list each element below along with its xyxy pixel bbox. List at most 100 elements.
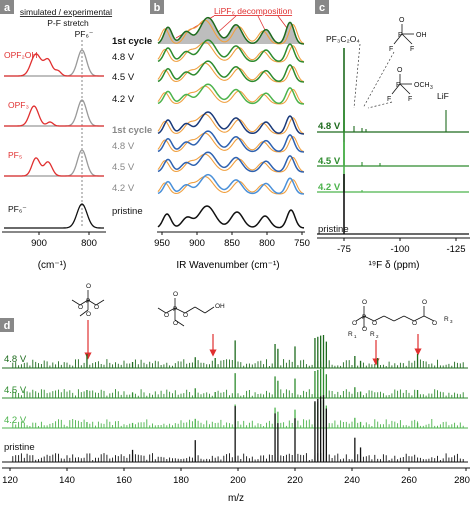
svg-text:P: P bbox=[86, 298, 90, 305]
panel-b-trace-2 bbox=[157, 60, 305, 83]
panel-c: c PF₃C₂O₄ LiF O P F F OH O P F F OCH bbox=[315, 0, 470, 271]
panel-d-trace-label-42: 4.2 V bbox=[4, 415, 27, 426]
svg-text:O: O bbox=[412, 320, 417, 327]
svg-text:F: F bbox=[408, 96, 412, 103]
panel-b-orange-trace-4 bbox=[157, 113, 305, 135]
panel-b-orange-trace-6 bbox=[157, 153, 305, 173]
panel-c-dashed-leaders bbox=[353, 43, 395, 109]
panel-a-pf6-header: PF₆⁻ bbox=[75, 29, 94, 39]
svg-text:O: O bbox=[94, 304, 99, 311]
panel-b-green-48-label: 4.8 V bbox=[112, 52, 135, 63]
panel-b-orange-trace-2 bbox=[157, 62, 305, 83]
panel-b-trace-7 bbox=[157, 173, 305, 195]
panel-b-tick-label-850: 850 bbox=[224, 238, 240, 249]
panel-a-trace-2 bbox=[4, 157, 104, 177]
panel-c-trace-label-pristine: pristine bbox=[318, 224, 349, 235]
panel-b-blue-48-label: 4.8 V bbox=[112, 141, 135, 152]
panel-d-molecule-2 bbox=[157, 298, 215, 327]
panel-b-blue-cycle-label: 1st cycle bbox=[112, 125, 152, 136]
svg-text:R: R bbox=[348, 331, 353, 338]
panel-c-molecule-2 bbox=[391, 74, 412, 95]
svg-text:O: O bbox=[362, 299, 367, 306]
panel-d-xlabel: m/z bbox=[228, 493, 244, 504]
panel-b-letter: b bbox=[154, 2, 161, 14]
panel-d-tick-label-200: 200 bbox=[230, 475, 246, 486]
panel-d-tick-label-160: 160 bbox=[116, 475, 132, 486]
svg-text:2: 2 bbox=[376, 334, 379, 339]
panel-a-subheader: P-F stretch bbox=[47, 18, 89, 28]
panel-d-tick-label-120: 120 bbox=[2, 475, 18, 486]
svg-text:O: O bbox=[432, 320, 437, 327]
panel-b-ticks: 950 900 850 800 750 bbox=[154, 232, 310, 249]
panel-d-trace-label-48: 4.8 V bbox=[4, 354, 27, 365]
svg-text:F: F bbox=[410, 46, 414, 53]
svg-text:3: 3 bbox=[450, 319, 453, 324]
panel-b-blue-45-label: 4.5 V bbox=[112, 162, 135, 173]
panel-d-small-peaks-1 bbox=[12, 389, 464, 398]
panel-c-tick-label--100: -100 bbox=[390, 244, 409, 255]
svg-text:O: O bbox=[164, 312, 169, 319]
panel-b-trace-0 bbox=[157, 16, 305, 45]
svg-text:R: R bbox=[370, 331, 375, 338]
panel-a-label-opf3: OPF₃ bbox=[8, 100, 29, 110]
panel-b-trace-3 bbox=[157, 83, 305, 105]
panel-d-arrows bbox=[84, 320, 422, 366]
panel-c-label-lif: LiF bbox=[437, 91, 449, 101]
svg-text:O: O bbox=[422, 299, 427, 306]
panel-b-letter-box bbox=[150, 0, 164, 14]
panel-b-annotation: LiPF₆ decomposition bbox=[214, 6, 292, 16]
svg-text:P: P bbox=[362, 314, 366, 321]
svg-text:OH: OH bbox=[416, 32, 427, 39]
svg-text:O: O bbox=[86, 283, 91, 290]
panel-a-label-pf5: PF₅ bbox=[8, 150, 22, 160]
panel-d-tick-label-220: 220 bbox=[287, 475, 303, 486]
svg-text:O: O bbox=[352, 320, 357, 327]
svg-text:O: O bbox=[397, 67, 403, 74]
panel-d-molecule-1-atoms: O P O O O bbox=[78, 283, 99, 318]
panel-d-traces bbox=[2, 335, 468, 463]
panel-c-trace-label-48: 4.8 V bbox=[318, 121, 341, 132]
panel-c-molecule-2-atoms: O P F F OCH 3 bbox=[387, 67, 433, 103]
panel-d-tick-label-280: 280 bbox=[454, 475, 470, 486]
svg-text:F: F bbox=[387, 96, 391, 103]
panel-a-traces bbox=[4, 49, 104, 229]
panel-d: d O P O O O bbox=[0, 283, 470, 504]
panel-b-green-cycle-label: 1st cycle bbox=[112, 36, 152, 47]
panel-c-trace-label-42: 4.2 V bbox=[318, 182, 341, 193]
panel-a-header: simulated / experimental bbox=[20, 7, 112, 17]
svg-text:O: O bbox=[173, 291, 178, 298]
panel-b-tick-label-950: 950 bbox=[154, 238, 170, 249]
panel-c-molecule-1-atoms: O P F F OH bbox=[389, 17, 427, 53]
panel-b-orange-trace-3 bbox=[157, 85, 305, 105]
panel-b-trace-4 bbox=[157, 111, 305, 135]
svg-text:O: O bbox=[372, 320, 377, 327]
panel-d-small-peaks-3 bbox=[12, 453, 464, 462]
svg-text:O: O bbox=[183, 312, 188, 319]
panel-b: b LiPF₆ decomposition 1st cycle 4.8 V 4.… bbox=[112, 0, 310, 271]
panel-a-trace-3 bbox=[4, 203, 104, 229]
panel-b-tick-label-750: 750 bbox=[294, 238, 310, 249]
panel-a-letter-box bbox=[0, 0, 14, 14]
svg-text:O: O bbox=[362, 326, 367, 333]
panel-b-pristine-label: pristine bbox=[112, 206, 143, 217]
panel-d-molecule-3-atoms: O P O O O O O O R 1 R 2 R 3 bbox=[348, 299, 453, 339]
panel-b-tick-label-900: 900 bbox=[189, 238, 205, 249]
panel-a-label-opf2oh: OPF₂OH bbox=[4, 50, 38, 60]
panel-c-letter-box bbox=[315, 0, 329, 14]
panel-a-tick-label-900: 900 bbox=[31, 238, 47, 249]
panel-c-tick-label--75: -75 bbox=[337, 244, 351, 255]
svg-text:OCH: OCH bbox=[414, 82, 430, 89]
panel-d-tick-label-260: 260 bbox=[401, 475, 417, 486]
panel-c-label-pf3c2o4: PF₃C₂O₄ bbox=[326, 34, 360, 44]
panel-d-letter: d bbox=[4, 320, 11, 332]
svg-text:P: P bbox=[398, 32, 403, 39]
panel-a-xlabel: (cm⁻¹) bbox=[38, 260, 67, 271]
panel-b-green-45-label: 4.5 V bbox=[112, 72, 135, 83]
panel-b-trace-5 bbox=[157, 130, 305, 153]
svg-text:R: R bbox=[444, 316, 449, 323]
panel-d-trace-label-pristine: pristine bbox=[4, 442, 35, 453]
panel-d-tick-label-180: 180 bbox=[173, 475, 189, 486]
panel-b-xlabel: IR Wavenumber (cm⁻¹) bbox=[176, 260, 279, 271]
panel-a-trace-0 bbox=[4, 53, 104, 77]
